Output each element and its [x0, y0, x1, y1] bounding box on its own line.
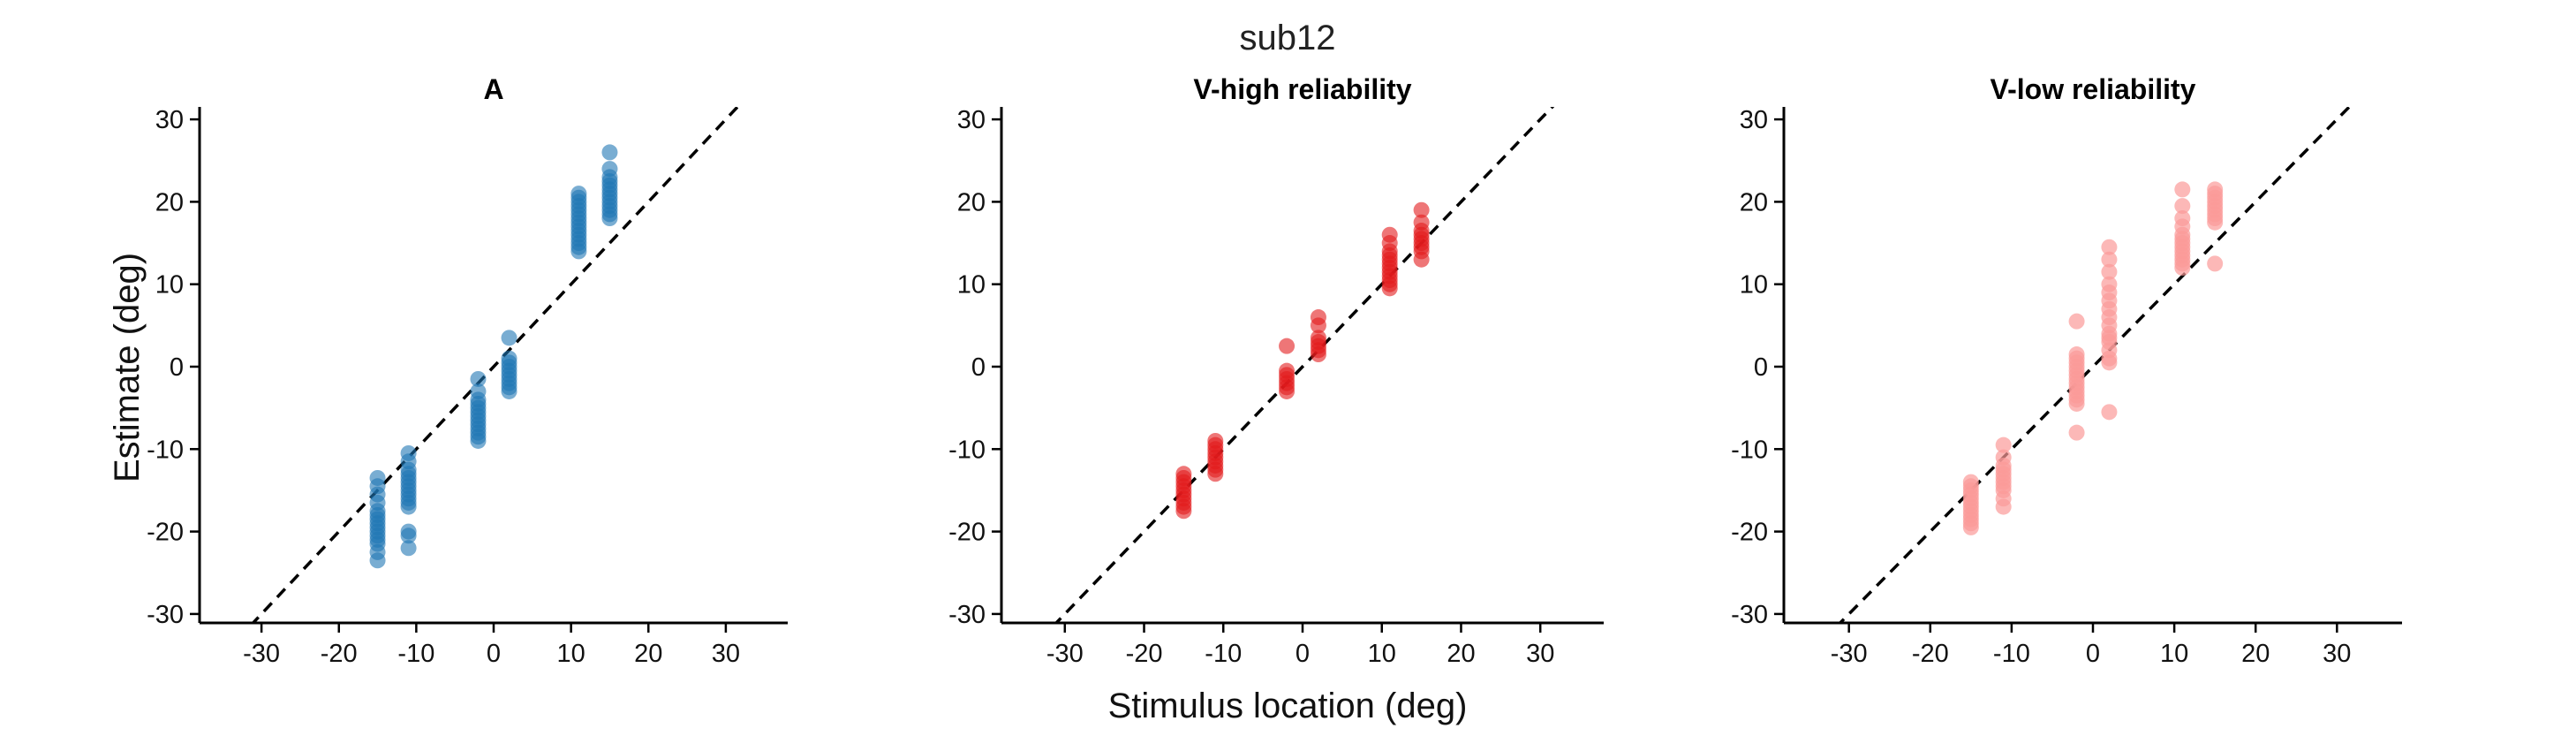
panel-title: V-high reliability — [1193, 73, 1411, 105]
data-point — [2174, 198, 2191, 215]
data-point — [2101, 251, 2118, 268]
x-tick-label: 20 — [634, 640, 662, 668]
x-tick-label: 30 — [1526, 640, 1554, 668]
data-point — [2207, 255, 2224, 272]
x-tick-label: 10 — [2160, 640, 2188, 668]
x-tick-label: -10 — [397, 640, 434, 668]
data-point — [470, 432, 487, 449]
data-point — [1995, 436, 2012, 453]
y-tick-label: 30 — [155, 106, 184, 134]
figure-title: sub12 — [1240, 19, 1336, 57]
y-tick-label: -20 — [948, 519, 986, 547]
data-point — [2068, 395, 2085, 412]
y-tick-label: 10 — [957, 271, 986, 300]
x-tick-label: 0 — [2086, 640, 2100, 668]
x-tick-label: 30 — [712, 640, 740, 668]
data-point — [2068, 424, 2085, 441]
data-point — [1413, 251, 1430, 268]
panels-group: A-30 -20 -10 0 10 20 30-30-20-100102030V-high … — [147, 73, 2402, 668]
x-tick-label: -20 — [1912, 640, 1949, 668]
y-tick-label: 20 — [957, 188, 986, 216]
y-tick-label: -30 — [147, 601, 184, 629]
x-tick-label: 10 — [556, 640, 585, 668]
data-point — [1279, 383, 1296, 399]
panel-1: A -30 -20 -10 0 10 20 30 -30 -20 -10 0 10 20 30 — [147, 73, 788, 668]
data-point — [1175, 503, 1192, 520]
x-tick-label: -30 — [243, 640, 280, 668]
data-point — [1995, 498, 2012, 515]
data-point — [369, 552, 386, 569]
y-tick-label: 10 — [155, 271, 184, 300]
x-tick-label: 10 — [1368, 640, 1396, 668]
data-point — [400, 498, 417, 515]
panel-title: A — [483, 73, 503, 105]
data-point — [1413, 201, 1430, 218]
data-point — [2101, 354, 2118, 371]
data-points — [1175, 201, 1430, 520]
data-point — [570, 243, 587, 260]
x-tick-label: -30 — [1831, 640, 1868, 668]
data-point — [601, 144, 618, 161]
y-axis-label: Estimate (deg) — [108, 253, 147, 482]
data-points — [1962, 181, 2224, 535]
data-point — [1279, 338, 1296, 354]
panel-2: V-high reliability -30 -20 -10 0 10 20 30 -30 -20… — [948, 73, 1604, 668]
x-tick-label: -10 — [1993, 640, 2030, 668]
panel-title: V-low reliability — [1991, 73, 2196, 105]
data-points — [369, 144, 618, 569]
data-point — [601, 210, 618, 227]
identity-line — [251, 107, 740, 623]
x-tick-label: -20 — [321, 640, 358, 668]
data-point — [2101, 239, 2118, 255]
x-tick-label: -10 — [1205, 640, 1242, 668]
y-tick-label: -10 — [1731, 436, 1768, 464]
data-point — [501, 383, 517, 399]
x-tick-label: -30 — [1046, 640, 1084, 668]
data-point — [2068, 313, 2085, 330]
data-point — [1962, 519, 1979, 535]
y-tick-label: 20 — [1740, 188, 1768, 216]
y-tick-label: 20 — [155, 188, 184, 216]
data-point — [1207, 466, 1224, 482]
identity-line — [1838, 107, 2352, 623]
data-point — [2101, 404, 2118, 421]
x-tick-label: 0 — [487, 640, 501, 668]
y-tick-label: -20 — [147, 519, 184, 547]
y-tick-label: 30 — [957, 106, 986, 134]
y-tick-label: -30 — [948, 601, 986, 629]
data-point — [501, 330, 517, 346]
data-point — [2207, 214, 2224, 231]
x-tick-label: 20 — [1447, 640, 1475, 668]
data-point — [2174, 260, 2191, 277]
identity-line — [1054, 107, 1555, 623]
x-tick-label: 20 — [2241, 640, 2270, 668]
x-axis-label: Stimulus location (deg) — [1108, 687, 1468, 725]
data-point — [2174, 181, 2191, 198]
x-tick-label: -20 — [1126, 640, 1163, 668]
data-point — [400, 540, 417, 557]
data-point — [470, 370, 487, 387]
data-point — [1381, 280, 1398, 297]
y-tick-label: 0 — [971, 353, 986, 382]
y-tick-label: -10 — [147, 436, 184, 464]
y-tick-label: -10 — [948, 436, 986, 464]
data-point — [1310, 346, 1326, 363]
y-tick-label: 0 — [170, 353, 184, 382]
y-tick-label: -30 — [1731, 601, 1768, 629]
y-tick-label: 30 — [1740, 106, 1768, 134]
data-point — [1310, 317, 1326, 334]
y-tick-label: 0 — [1754, 353, 1768, 382]
y-tick-label: -20 — [1731, 519, 1768, 547]
x-tick-label: 30 — [2323, 640, 2351, 668]
data-point — [2101, 263, 2118, 280]
panel-3: V-low reliability -30 -20 -10 0 10 20 30 -30 -20 -… — [1731, 73, 2402, 668]
x-tick-label: 0 — [1296, 640, 1310, 668]
data-point — [400, 527, 417, 544]
y-tick-label: 10 — [1740, 271, 1768, 300]
